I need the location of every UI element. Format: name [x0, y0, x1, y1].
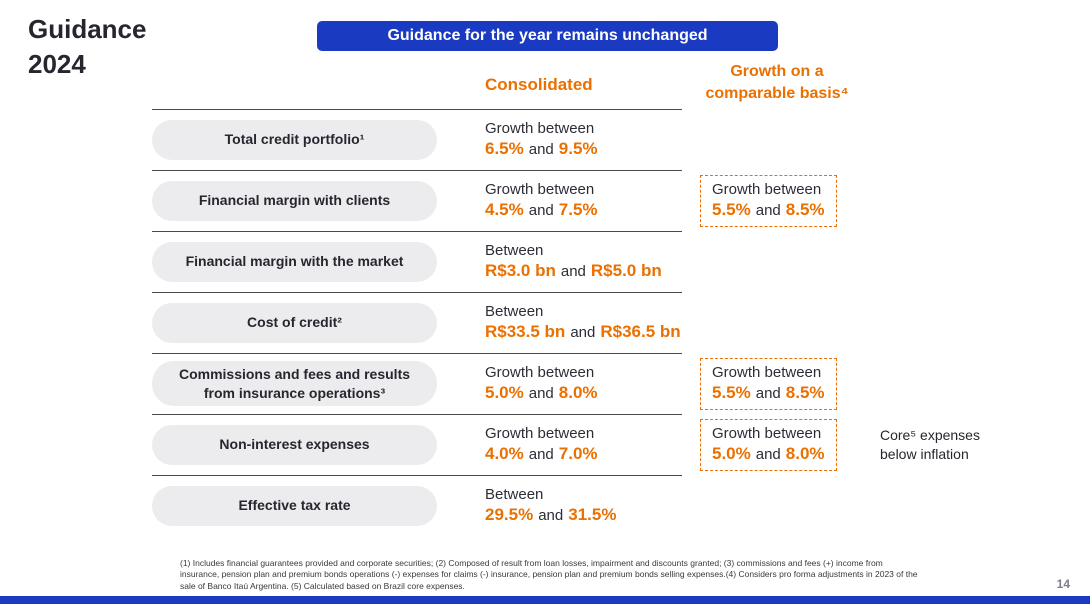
row-label-pill: Financial margin with the market: [152, 241, 437, 282]
table-row: Commissions and fees and results from in…: [152, 353, 1080, 414]
value-low: 4.0%: [485, 444, 524, 463]
page-number: 14: [1056, 577, 1070, 591]
row-label-cell: Total credit portfolio¹: [152, 119, 437, 160]
column-header-consolidated: Consolidated: [485, 75, 593, 94]
value-and: and: [538, 507, 564, 524]
table-row: Financial margin with the market Between…: [152, 231, 1080, 292]
value-and: and: [560, 263, 586, 280]
value-prefix: Growth between: [712, 424, 822, 442]
comparable-value-box: Growth between 5.0% and 8.0%: [700, 418, 837, 471]
bottom-accent-bar: [0, 596, 1090, 604]
consolidated-value: Growth between 4.0% and 7.0%: [437, 425, 682, 464]
column-header-comparable: Growth on a comparable basis⁴: [668, 61, 886, 106]
value-high: 7.5%: [558, 200, 598, 219]
consolidated-value: Growth between 5.0% and 8.0%: [437, 364, 682, 403]
value-prefix: Growth between: [485, 364, 595, 381]
value-prefix: Growth between: [485, 181, 595, 198]
value-low: R$3.0 bn: [485, 261, 556, 280]
row-label-pill: Non-interest expenses: [152, 424, 437, 465]
consolidated-value: Growth between 4.5% and 7.5%: [437, 181, 682, 220]
row-label-cell: Non-interest expenses: [152, 424, 437, 465]
consolidated-value: Growth between 6.5% and 9.5%: [437, 120, 682, 159]
value-and: and: [755, 384, 781, 402]
row-label: Cost of credit²: [247, 314, 342, 331]
value-prefix: Between: [485, 303, 544, 320]
value-and: and: [570, 324, 596, 341]
table-row: Non-interest expenses Growth between 4.0…: [152, 414, 1080, 475]
table-row: Total credit portfolio¹ Growth between 6…: [152, 109, 1080, 170]
value-prefix: Between: [485, 486, 544, 503]
comparable-cell: Growth between 5.5% and 8.5%: [682, 357, 872, 410]
value-high: 8.5%: [785, 382, 825, 402]
value-low: 29.5%: [485, 505, 534, 524]
banner: Guidance for the year remains unchanged: [317, 21, 778, 51]
value-high: 7.0%: [558, 444, 598, 463]
value-low: 5.0%: [485, 383, 524, 402]
row-label-cell: Effective tax rate: [152, 485, 437, 526]
footnote: (1) Includes financial guarantees provid…: [180, 558, 918, 591]
value-prefix: Between: [485, 242, 544, 259]
consolidated-value: Between 29.5% and 31.5%: [437, 486, 682, 525]
page-title: Guidance 2024: [28, 12, 146, 82]
value-low: R$33.5 bn: [485, 322, 566, 341]
value-high: 9.5%: [558, 139, 598, 158]
row-label-cell: Cost of credit²: [152, 302, 437, 343]
row-label-pill: Total credit portfolio¹: [152, 119, 437, 160]
value-low: 4.5%: [485, 200, 524, 219]
value-high: R$5.0 bn: [590, 261, 662, 280]
page-title-line1: Guidance: [28, 14, 147, 44]
row-label-cell: Financial margin with clients: [152, 180, 437, 221]
value-prefix: Growth between: [485, 425, 595, 442]
comparable-cell: Growth between 5.0% and 8.0%: [682, 418, 872, 471]
value-and: and: [528, 446, 554, 463]
value-high: 8.0%: [558, 383, 598, 402]
consolidated-value: Between R$3.0 bn and R$5.0 bn: [437, 242, 682, 281]
row-label-pill: Effective tax rate: [152, 485, 437, 526]
table-row: Financial margin with clients Growth bet…: [152, 170, 1080, 231]
row-label-pill: Commissions and fees and results from in…: [152, 361, 437, 406]
page-title-line2: 2024: [28, 49, 86, 80]
row-label: Financial margin with the market: [185, 253, 404, 270]
value-high: 31.5%: [568, 505, 617, 524]
column-header-comparable-line1: Growth on a: [730, 63, 824, 80]
value-and: and: [755, 445, 781, 463]
value-and: and: [528, 202, 554, 219]
banner-text: Guidance for the year remains unchanged: [387, 27, 708, 44]
row-label: Non-interest expenses: [219, 436, 370, 453]
comparable-cell: Growth between 5.5% and 8.5%: [682, 174, 872, 227]
value-prefix: Growth between: [485, 120, 595, 137]
value-low: 6.5%: [485, 139, 524, 158]
row-label-cell: Financial margin with the market: [152, 241, 437, 282]
value-high: 8.5%: [785, 199, 825, 219]
row-label: Effective tax rate: [238, 497, 351, 514]
row-label: Financial margin with clients: [198, 192, 391, 209]
comparable-value-box: Growth between 5.5% and 8.5%: [700, 357, 837, 410]
value-and: and: [755, 201, 781, 219]
row-label-cell: Commissions and fees and results from in…: [152, 361, 437, 406]
side-note-cell: Core⁵ expenses below inflation: [872, 426, 1080, 464]
side-note-line2: below inflation: [880, 445, 969, 462]
side-note-line1: Core⁵ expenses: [880, 426, 980, 443]
row-label: Total credit portfolio¹: [224, 131, 365, 148]
row-label-pill: Cost of credit²: [152, 302, 437, 343]
table-row: Cost of credit² Between R$33.5 bn and R$…: [152, 292, 1080, 353]
value-prefix: Growth between: [712, 363, 822, 381]
value-low: 5.5%: [712, 382, 751, 402]
value-and: and: [528, 385, 554, 402]
value-high: R$36.5 bn: [600, 322, 681, 341]
comparable-value-box: Growth between 5.5% and 8.5%: [700, 174, 837, 227]
value-low: 5.0%: [712, 443, 751, 463]
consolidated-value: Between R$33.5 bn and R$36.5 bn: [437, 303, 682, 342]
value-and: and: [528, 141, 554, 158]
row-label: Commissions and fees and results from in…: [178, 366, 411, 401]
value-prefix: Growth between: [712, 180, 822, 198]
guidance-table: Total credit portfolio¹ Growth between 6…: [152, 109, 1080, 536]
row-label-pill: Financial margin with clients: [152, 180, 437, 221]
table-row: Effective tax rate Between 29.5% and 31.…: [152, 475, 1080, 536]
column-header-comparable-line2: comparable basis⁴: [705, 85, 849, 103]
value-high: 8.0%: [785, 443, 825, 463]
value-low: 5.5%: [712, 199, 751, 219]
